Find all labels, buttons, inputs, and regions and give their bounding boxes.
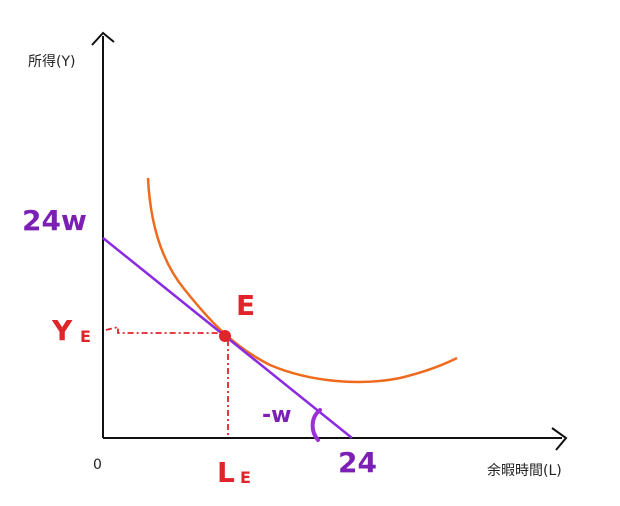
- equilibrium-point: [219, 330, 231, 342]
- le-label: L: [217, 456, 235, 489]
- y-axis-label: 所得(Y): [28, 53, 75, 70]
- origin-label: 0: [93, 457, 102, 473]
- axes: [91, 31, 568, 451]
- x-intercept-label: 24: [338, 446, 377, 479]
- slope-label: -w: [262, 403, 291, 428]
- equilibrium-label: E: [236, 289, 255, 322]
- x-arrow: [551, 427, 568, 451]
- y-intercept-label: 24w: [22, 204, 87, 237]
- le-subscript: E: [240, 468, 251, 487]
- x-axis-label: 余暇時間(L): [487, 462, 562, 479]
- indifference-curve: [146, 177, 458, 384]
- ye-label: Y: [51, 314, 73, 347]
- ye-subscript: E: [80, 327, 91, 346]
- slope-arc: [310, 408, 322, 442]
- y-arrow: [91, 31, 115, 46]
- guide-y: [105, 325, 222, 334]
